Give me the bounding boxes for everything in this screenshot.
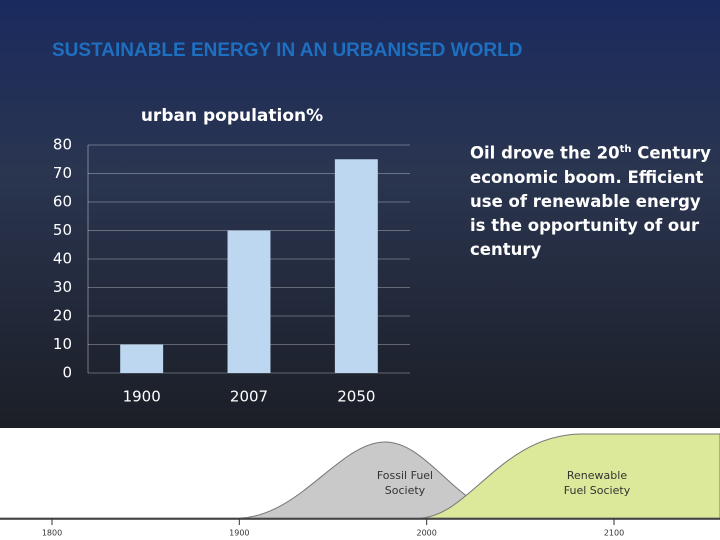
- x-tick-label: 1900: [123, 388, 161, 406]
- y-tick-label: 80: [53, 136, 72, 154]
- y-tick-label: 30: [53, 278, 72, 296]
- x-tick-label: 2050: [337, 388, 375, 406]
- y-tick-label: 40: [53, 250, 72, 268]
- timeline-tick-label: 1900: [229, 529, 249, 538]
- fossil-label-2: Society: [385, 484, 426, 497]
- renewable-label-2: Fuel Society: [564, 484, 631, 497]
- renewable-label-1: Renewable: [567, 469, 627, 482]
- timeline-tick-label: 1800: [42, 529, 62, 538]
- bar: [227, 230, 271, 373]
- y-tick-label: 50: [53, 221, 72, 239]
- slide-title: SUSTAINABLE ENERGY IN AN URBANISED WORLD: [52, 40, 523, 61]
- y-tick-label: 0: [62, 364, 72, 382]
- bar: [334, 159, 378, 373]
- fossil-label-1: Fossil Fuel: [377, 469, 433, 482]
- timeline-tick-label: 2100: [604, 529, 624, 538]
- y-tick-label: 20: [53, 307, 72, 325]
- bar: [120, 344, 164, 373]
- timeline-tick-label: 2000: [416, 529, 436, 538]
- side-text-part: Century economic boom. Efficient use of …: [470, 143, 711, 259]
- x-tick-label: 2007: [230, 388, 268, 406]
- chart-title: urban population%: [141, 106, 323, 126]
- side-text-part: Oil drove the 20: [470, 143, 620, 163]
- side-text: Oil drove the 20th Century economic boom…: [470, 138, 720, 262]
- y-tick-label: 70: [53, 164, 72, 182]
- superscript: th: [619, 144, 632, 155]
- y-tick-label: 60: [53, 193, 72, 211]
- y-tick-label: 10: [53, 335, 72, 353]
- renewable-curve: [419, 433, 720, 519]
